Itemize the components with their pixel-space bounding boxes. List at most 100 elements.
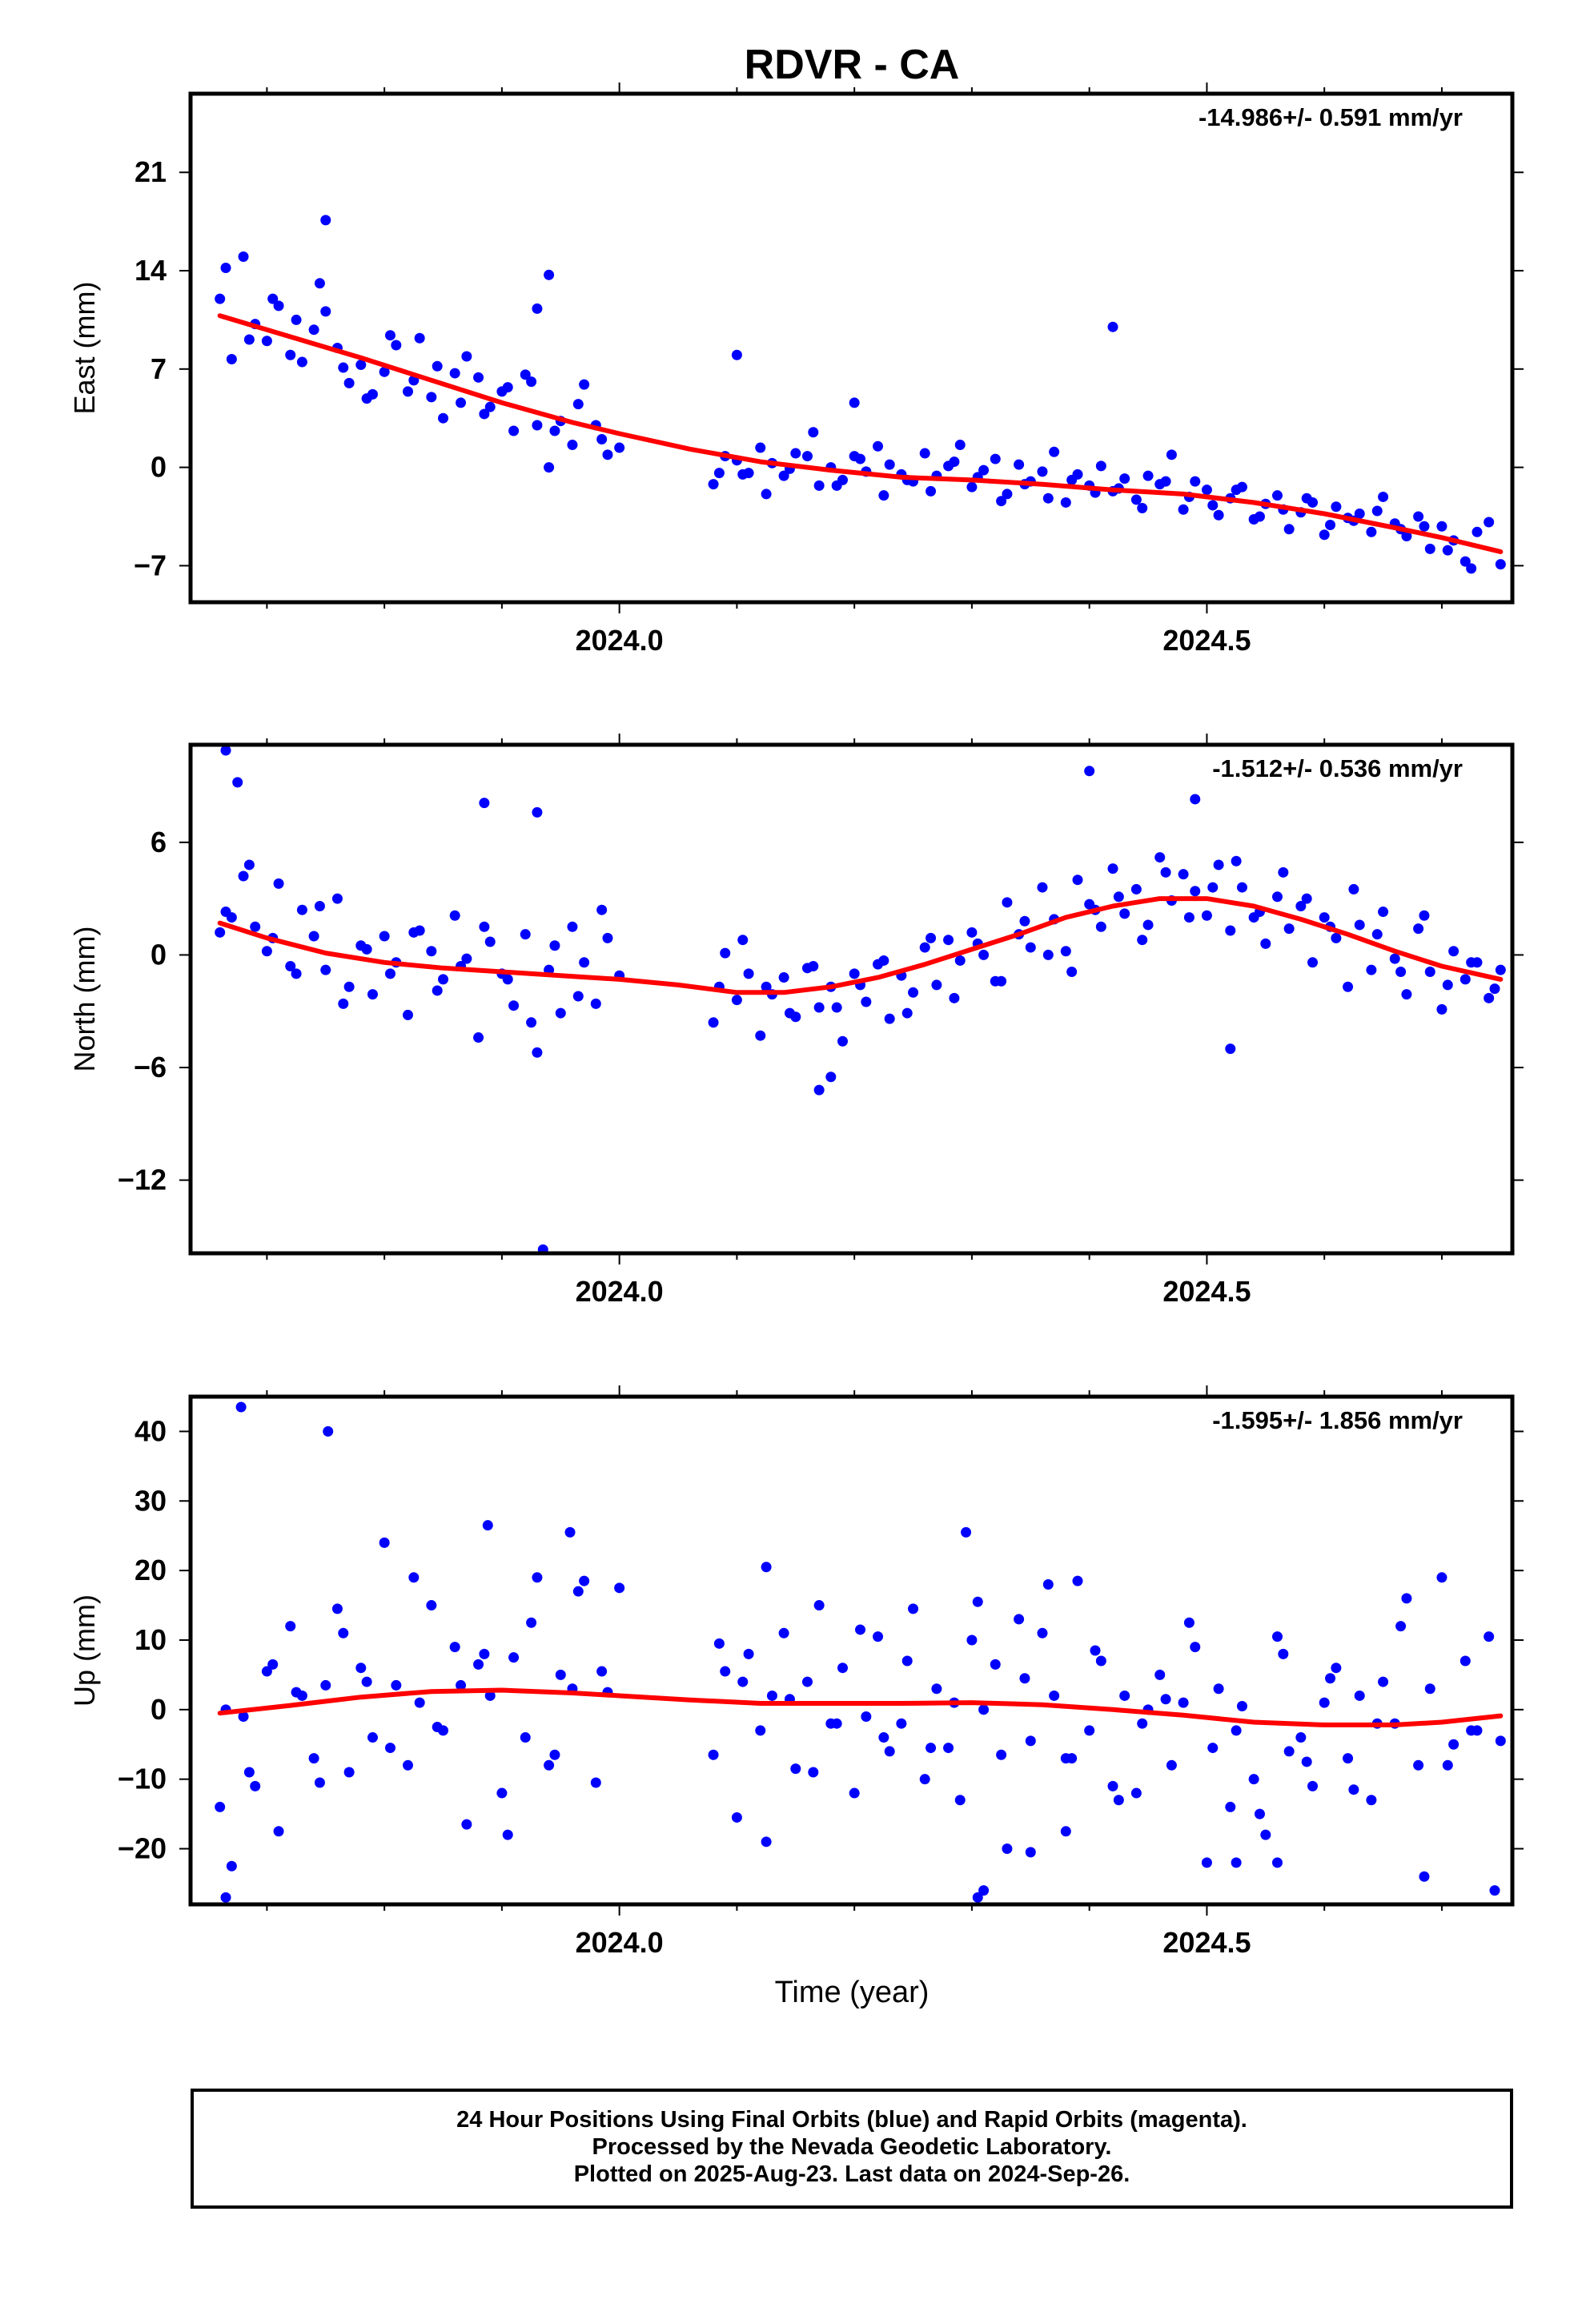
east-data-point <box>432 360 443 372</box>
east-plot-frame <box>188 91 1515 605</box>
up-data-point <box>1466 1725 1477 1736</box>
north-data-point <box>1025 942 1036 953</box>
east-data-point <box>520 369 531 380</box>
north-data-point <box>1295 901 1307 912</box>
north-data-point <box>1419 910 1430 921</box>
up-data-point <box>926 1743 937 1754</box>
up-data-point <box>367 1732 378 1743</box>
up-data-point <box>720 1666 731 1677</box>
up-data-point <box>1442 1759 1453 1771</box>
north-data-point <box>479 921 490 932</box>
up-data-point <box>1260 1829 1271 1840</box>
up-data-point <box>432 1722 443 1733</box>
north-data-point <box>526 1017 537 1028</box>
up-data-point <box>931 1683 942 1695</box>
north-data-point <box>778 972 789 983</box>
north-data-point <box>379 931 390 942</box>
up-data-point <box>1201 1857 1212 1868</box>
east-data-point <box>996 496 1007 507</box>
up-data-point <box>761 1836 772 1848</box>
north-data-point <box>743 968 754 979</box>
up-data-point <box>1254 1808 1265 1819</box>
east-data-point <box>708 479 719 490</box>
north-data-point <box>320 964 331 975</box>
east-data-point <box>308 324 319 336</box>
up-data-point <box>1113 1795 1124 1806</box>
east-data-point <box>572 399 584 410</box>
up-data-point <box>761 1562 772 1573</box>
north-y-tick-label: −12 <box>118 1164 167 1196</box>
east-data-point <box>1213 509 1224 521</box>
up-data-point <box>990 1659 1001 1670</box>
footer-line-2: Processed by the Nevada Geodetic Laborat… <box>592 2134 1112 2160</box>
north-data-point <box>720 947 731 959</box>
east-data-point <box>338 362 349 373</box>
east-data-point <box>532 303 543 314</box>
up-data-point <box>1207 1743 1219 1754</box>
east-data-point <box>261 336 272 347</box>
up-data-point <box>426 1600 437 1611</box>
north-data-point <box>1060 946 1071 957</box>
east-data-point <box>884 459 895 470</box>
east-data-point <box>1489 73 1500 83</box>
north-data-point <box>1019 915 1030 927</box>
east-data-point <box>238 251 249 262</box>
up-data-point <box>343 1767 355 1778</box>
north-data-point <box>784 1007 795 1019</box>
north-data-point <box>884 1013 895 1024</box>
up-data-point <box>1283 1746 1295 1757</box>
north-data-point <box>343 981 355 992</box>
up-data-point <box>456 1679 467 1691</box>
up-data-point <box>1325 1673 1336 1684</box>
up-data-point <box>379 1537 390 1548</box>
up-data-point <box>808 1767 819 1778</box>
north-data-point <box>502 974 513 985</box>
east-data-point <box>831 480 842 491</box>
up-rate-label: -1.595+/- 1.856 mm/yr <box>1212 1406 1463 1434</box>
east-data-point <box>778 470 789 481</box>
east-data-point <box>1319 529 1330 541</box>
north-data-point <box>1236 882 1247 893</box>
up-data-point <box>1084 1725 1095 1736</box>
up-data-point <box>1436 1572 1447 1583</box>
up-data-point <box>564 1526 576 1538</box>
east-data-point <box>1371 505 1383 517</box>
up-data-point <box>1331 1663 1342 1674</box>
east-data-point <box>1424 543 1435 554</box>
north-data-point <box>1442 979 1453 991</box>
up-data-point <box>837 1663 848 1674</box>
north-data-point <box>1154 852 1166 863</box>
east-data-point <box>479 408 490 420</box>
north-x-tick-label: 2024.0 <box>576 1275 664 1308</box>
up-data-point <box>778 1627 789 1638</box>
north-data-point <box>1283 923 1295 935</box>
east-data-point <box>502 382 513 393</box>
east-data-point <box>484 401 496 412</box>
up-data-point <box>801 1676 813 1687</box>
east-data-point <box>291 314 302 325</box>
north-data-point <box>555 1007 566 1019</box>
east-data-point <box>737 468 749 480</box>
north-data-point <box>314 901 325 912</box>
north-data-point <box>1484 992 1495 1003</box>
up-data-point <box>1343 1753 1354 1764</box>
up-data-point <box>1307 1780 1319 1791</box>
east-data-point <box>1014 459 1025 470</box>
east-data-point <box>220 263 231 274</box>
north-data-point <box>1130 883 1142 895</box>
up-data-point <box>1401 1593 1412 1604</box>
up-data-point <box>831 1718 842 1729</box>
north-data-point <box>432 985 443 996</box>
east-y-tick-label: 7 <box>151 352 167 385</box>
up-data-point <box>479 1648 490 1659</box>
up-data-point <box>579 1575 590 1586</box>
up-data-point <box>402 1759 413 1771</box>
north-data-point <box>220 907 231 918</box>
north-data-point <box>473 1032 484 1043</box>
north-data-point <box>273 878 284 889</box>
east-data-point <box>1201 485 1212 496</box>
up-data-point <box>1090 1645 1101 1656</box>
up-data-point <box>1231 1857 1242 1868</box>
north-data-point <box>1307 957 1319 968</box>
north-y-tick-label: −6 <box>134 1051 167 1084</box>
